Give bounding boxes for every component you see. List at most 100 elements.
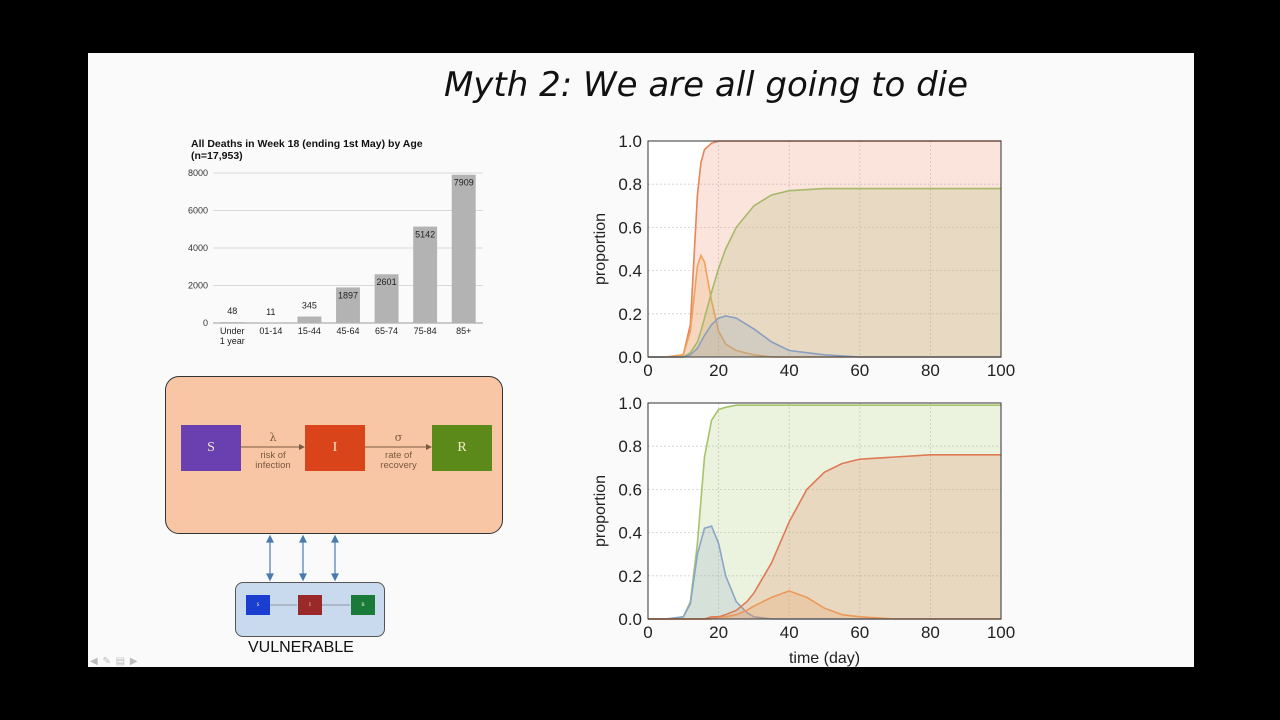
- y-tick-label: 6000: [188, 206, 208, 216]
- y-tick-label: 0.0: [618, 610, 642, 629]
- y-tick-label: 1.0: [618, 394, 642, 413]
- bar: [220, 322, 245, 323]
- rate-of-recovery-label: rate of recovery: [365, 451, 432, 471]
- x-tick-label: 45-64: [336, 326, 359, 336]
- connector-head-2a: [299, 534, 307, 543]
- y-axis-label: proportion: [593, 475, 609, 547]
- bar-chart-title-line-2: (n=17,953): [191, 150, 243, 162]
- arrowhead-s-to-i: [299, 444, 305, 450]
- y-tick-label: 4000: [188, 243, 208, 253]
- bar-value-label: 11: [266, 307, 275, 317]
- bar: [413, 226, 438, 323]
- recovery-label-line-1: rate of: [385, 450, 412, 461]
- area-chart-bottom: 0.0 0.2 0.4 0.6 0.8 1.0 0 20 40 60 80 100 proportion…: [593, 394, 1015, 667]
- y-tick-label: 0.2: [618, 567, 642, 586]
- vuln-box-s: S: [246, 595, 270, 615]
- y-tick-label: 0.0: [618, 348, 642, 367]
- series-area: [648, 590, 1001, 619]
- y-tick-label: 0.4: [618, 262, 642, 281]
- series-area: [648, 526, 1001, 619]
- slide: Myth 2: We are all going to die All Deat…: [88, 53, 1194, 667]
- sir-arrows: [241, 444, 432, 450]
- x-tick-label: 1 year: [220, 336, 245, 346]
- sir-vulnerable-panel: S I R: [235, 582, 385, 637]
- risk-label-line-2: infection: [255, 460, 291, 471]
- slide-nav-controls[interactable]: ◀ ✎ ▤ ▶: [90, 656, 139, 667]
- vuln-box-r: R: [351, 595, 375, 615]
- series-area: [648, 454, 1001, 619]
- connector-head-2b: [299, 573, 307, 582]
- x-tick-label: 0: [643, 361, 652, 380]
- x-tick-label: 0: [643, 623, 652, 642]
- vuln-arrows: [270, 604, 350, 606]
- sir-box-r: R: [432, 425, 492, 471]
- x-tick-label: 15-44: [298, 326, 321, 336]
- connector-head-1a: [266, 534, 274, 543]
- y-tick-label: 8000: [188, 168, 208, 178]
- y-tick-label: 0.6: [618, 218, 642, 237]
- plot-background: [648, 403, 1001, 619]
- connector-arrows: [266, 534, 339, 582]
- y-tick-label: 0.6: [618, 480, 642, 499]
- arrowhead-i-to-r: [426, 444, 432, 450]
- x-tick-label: 01-14: [259, 326, 282, 336]
- x-tick-label: 20: [709, 623, 728, 642]
- bar-value-label: 2601: [377, 277, 397, 287]
- sir-main-panel: S I R λ risk of infection σ rate of reco…: [165, 376, 503, 534]
- risk-label-line-1: risk of: [260, 450, 286, 461]
- bar-value-label: 7909: [454, 178, 474, 188]
- series-area: [648, 315, 1001, 357]
- vuln-box-i: I: [298, 595, 322, 615]
- y-axis-label: proportion: [593, 213, 609, 285]
- x-tick-label: Under: [220, 326, 245, 336]
- sigma-symbol: σ: [394, 431, 403, 444]
- x-tick-label: 100: [987, 361, 1015, 380]
- slide-title: Myth 2: We are all going to die: [443, 65, 969, 105]
- bar-chart-title-line-1: All Deaths in Week 18 (ending 1st May) b…: [191, 138, 423, 150]
- x-tick-label: 60: [850, 361, 869, 380]
- risk-of-infection-label: risk of infection: [241, 451, 305, 471]
- y-tick-label: 0.4: [618, 524, 642, 543]
- bar-value-label: 48: [227, 306, 237, 316]
- bar: [374, 274, 399, 323]
- plot-frame: [647, 140, 1002, 358]
- area-chart-top: 0.0 0.2 0.4 0.6 0.8 1.0 0 20 40 60 80 100 proportion: [593, 132, 1015, 380]
- x-tick-label: 40: [780, 361, 799, 380]
- y-tick-label: 2000: [188, 281, 208, 291]
- x-axis-label: time (day): [789, 650, 860, 667]
- y-tick-label: 0.2: [618, 305, 642, 324]
- plot-background: [648, 141, 1001, 357]
- bar-chart-title: All Deaths in Week 18 (ending 1st May) b…: [191, 138, 423, 162]
- series-line: [648, 187, 1001, 358]
- recovery-label-line-2: recovery: [380, 460, 417, 471]
- bar-value-label: 5142: [415, 230, 435, 240]
- series-line: [648, 315, 1001, 358]
- bar-value-label: 345: [302, 301, 317, 311]
- sir-box-i: I: [305, 425, 365, 471]
- bar: [336, 287, 360, 323]
- y-tick-label: 0: [203, 318, 208, 328]
- vulnerable-label: VULNERABLE: [248, 639, 354, 656]
- y-tick-label: 1.0: [618, 132, 642, 151]
- x-tick-label: 40: [780, 623, 799, 642]
- bar: [297, 316, 322, 323]
- x-tick-label: 100: [987, 623, 1015, 642]
- x-tick-label: 75-84: [414, 326, 437, 336]
- x-tick-label: 85+: [456, 326, 471, 336]
- y-tick-label: 0.8: [618, 437, 642, 456]
- series-area: [648, 405, 1001, 619]
- sir-box-s: S: [181, 425, 241, 471]
- series-area: [648, 188, 1001, 357]
- connector-head-1b: [266, 573, 274, 582]
- series-area: [648, 141, 1001, 357]
- x-tick-label: 20: [709, 361, 728, 380]
- y-tick-label: 0.8: [618, 175, 642, 194]
- plot-frame: [647, 402, 1002, 620]
- x-tick-label: 80: [921, 623, 940, 642]
- lambda-symbol: λ: [269, 431, 277, 444]
- connector-head-3a: [331, 534, 339, 543]
- x-tick-label: 65-74: [375, 326, 398, 336]
- x-tick-label: 80: [921, 361, 940, 380]
- bar-value-label: 1897: [338, 290, 358, 300]
